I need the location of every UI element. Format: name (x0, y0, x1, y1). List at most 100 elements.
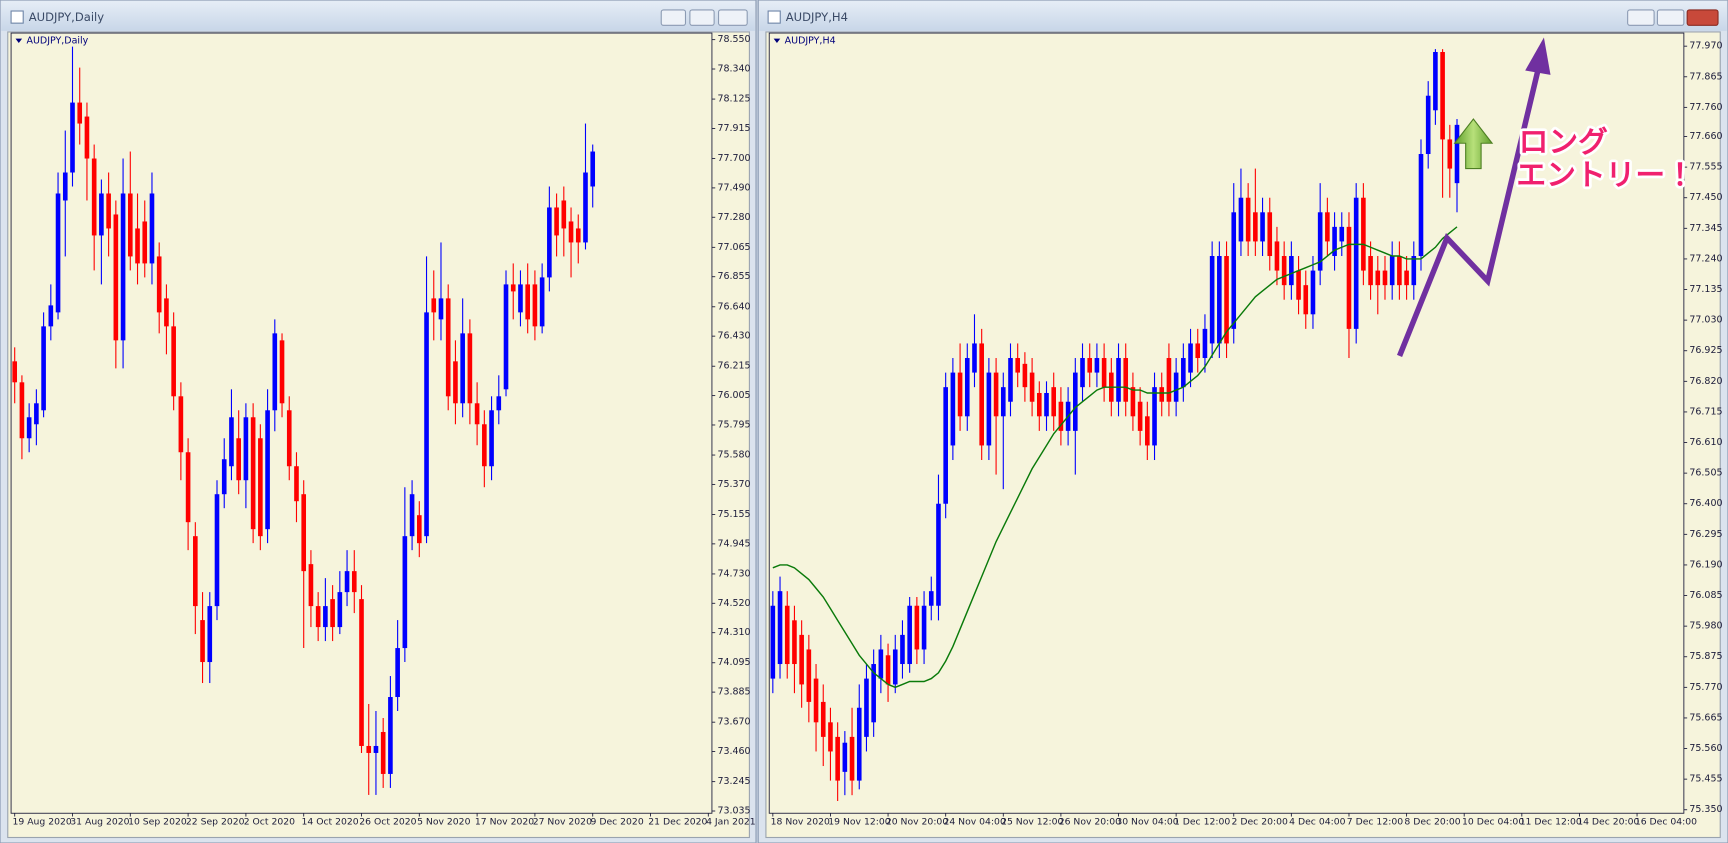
candle-body (590, 151, 596, 187)
candle-body (900, 634, 905, 665)
candle-body (12, 361, 18, 383)
candle-body (892, 649, 898, 685)
candle-body (1008, 358, 1013, 402)
candle-body (503, 284, 509, 390)
candle-body (1130, 387, 1136, 417)
y-tick-label: 77.030 (1689, 315, 1722, 326)
candle-body (1195, 343, 1201, 359)
candle-body (359, 599, 364, 746)
y-tick-label: 75.455 (1689, 774, 1722, 785)
chart-area (7, 31, 750, 839)
candle-body (286, 410, 292, 467)
y-tick-label: 73.460 (717, 746, 750, 757)
close-button[interactable] (1686, 9, 1719, 26)
candle-body (777, 591, 783, 665)
candle-body (1411, 256, 1417, 286)
window-icon (10, 10, 24, 24)
candle-body (366, 745, 372, 753)
y-tick-label: 77.760 (1689, 102, 1722, 113)
candle-body (1303, 285, 1309, 315)
candle-body (510, 284, 516, 292)
symbol-menu-icon[interactable] (15, 38, 23, 43)
candle-body (568, 221, 574, 243)
y-tick-label: 75.580 (717, 450, 750, 461)
candle-body (1346, 226, 1352, 329)
y-tick-label: 74.730 (717, 568, 750, 579)
y-tick-label: 77.660 (1689, 131, 1722, 142)
x-tick-label: 5 Nov 2020 (417, 817, 470, 828)
x-tick-label: 26 Oct 2020 (359, 817, 416, 828)
x-tick-label: 19 Nov 12:00 (828, 817, 890, 828)
candle-body (402, 536, 408, 649)
candle-body (1000, 387, 1006, 417)
up-arrow (1453, 118, 1494, 170)
y-tick-label: 78.550 (717, 34, 750, 45)
x-tick-label: 18 Nov 2020 (771, 817, 830, 828)
y-tick-label: 77.280 (717, 212, 750, 223)
candle-body (907, 605, 912, 665)
restore-button[interactable] (689, 9, 715, 26)
minimize-button[interactable] (1627, 9, 1655, 26)
candle-body (48, 305, 54, 327)
candle-body (171, 326, 176, 397)
x-tick-label: 25 Nov 12:00 (1001, 817, 1063, 828)
y-tick-label: 77.865 (1689, 71, 1722, 82)
window-title: AUDJPY,H4 (786, 10, 848, 24)
y-tick-label: 77.915 (717, 123, 750, 134)
candle-body (70, 102, 75, 173)
candle-body (1361, 197, 1366, 271)
candle-body (792, 620, 797, 665)
candle-body (34, 403, 39, 425)
restore-button[interactable] (1656, 9, 1685, 26)
candle-body (91, 158, 97, 236)
candle-body (1073, 372, 1078, 431)
candle-body (1015, 358, 1020, 373)
candle-body (1296, 270, 1301, 300)
chart-area (765, 31, 1721, 839)
y-tick-label: 76.190 (1689, 559, 1722, 570)
candle-body (928, 591, 934, 606)
y-tick-label: 76.430 (717, 331, 750, 342)
x-tick-label: 27 Nov 2020 (533, 817, 592, 828)
x-tick-label: 10 Sep 2020 (128, 817, 187, 828)
y-tick-label: 75.875 (1689, 651, 1722, 662)
candle-body (127, 193, 133, 257)
y-tick-label: 77.065 (717, 242, 750, 253)
candle-body (279, 340, 285, 404)
candle-body (315, 606, 321, 628)
y-tick-label: 76.295 (1689, 529, 1722, 540)
candle-body (1375, 270, 1381, 286)
candle-body (142, 221, 148, 264)
y-tick-label: 77.240 (1689, 253, 1722, 264)
candle-body (1217, 256, 1222, 344)
x-tick-label: 20 Nov 20:00 (886, 817, 948, 828)
candle-body (1029, 372, 1035, 402)
candle-body (323, 606, 328, 628)
candle-body (1368, 256, 1373, 286)
candle-body (1181, 358, 1186, 388)
x-tick-label: 22 Sep 2020 (186, 817, 245, 828)
close-button[interactable] (717, 9, 748, 26)
y-tick-label: 76.505 (1689, 468, 1722, 479)
candle-body (1389, 256, 1395, 286)
x-tick-label: 1 Dec 12:00 (1174, 817, 1230, 828)
candle-body (243, 417, 249, 481)
symbol-label: AUDJPY,H4 (785, 35, 836, 46)
y-tick-label: 76.925 (1689, 345, 1722, 356)
minimize-button[interactable] (660, 9, 687, 26)
candle-body (1145, 416, 1150, 446)
candle-body (380, 731, 386, 774)
candle-body (1202, 328, 1208, 359)
candle-body (294, 466, 299, 502)
candle-body (474, 403, 480, 425)
candle-body (921, 605, 927, 650)
candle-body (337, 592, 343, 628)
symbol-menu-icon[interactable] (773, 38, 781, 43)
candle-body (482, 424, 487, 467)
moving-average-line (772, 226, 1458, 689)
candle-body (1382, 270, 1388, 286)
window-title: AUDJPY,Daily (29, 10, 105, 24)
candle-body (62, 172, 68, 201)
y-tick-label: 73.670 (717, 717, 750, 728)
y-tick-label: 76.005 (717, 390, 750, 401)
